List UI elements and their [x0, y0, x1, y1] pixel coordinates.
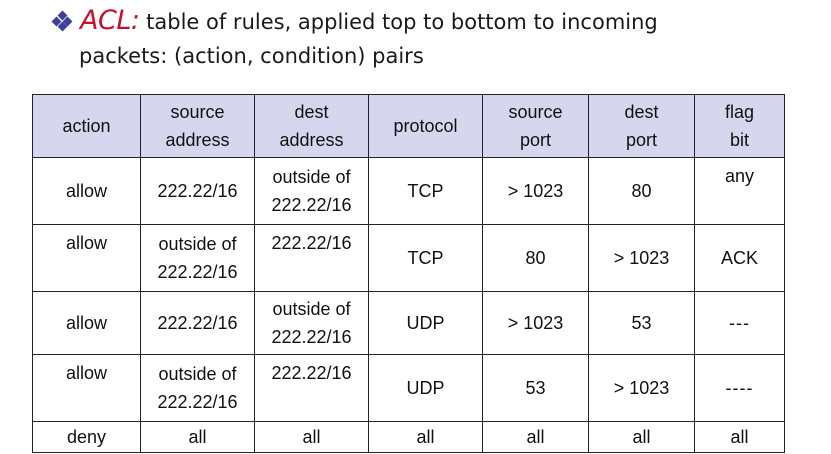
cell-flag-bit: any: [694, 157, 785, 225]
cell-action: allow: [32, 224, 141, 292]
cell-dest-port: > 1023: [588, 224, 695, 292]
cell-source-address: outside of 222.22/16: [140, 354, 255, 422]
cell-flag-bit: all: [694, 421, 785, 453]
cell-source-address: all: [140, 421, 255, 453]
cell-dest-address: 222.22/16: [254, 354, 369, 422]
cell-source-address: 222.22/16: [140, 291, 255, 355]
cell-protocol: all: [368, 421, 483, 453]
intro-line-1: table of rules, applied top to bottom to…: [146, 10, 658, 34]
cell-flag-bit: ---: [694, 291, 785, 355]
cell-dest-port: > 1023: [588, 354, 695, 422]
table-row: allow outside of 222.22/16 222.22/16 UDP…: [32, 354, 785, 422]
cell-protocol: UDP: [368, 291, 483, 355]
table-row: allow outside of 222.22/16 222.22/16 TCP…: [32, 224, 785, 292]
cell-action: allow: [32, 157, 141, 225]
header-source-port: source port: [482, 94, 589, 158]
acl-term: ACL:: [80, 5, 140, 36]
cell-action: deny: [32, 421, 141, 453]
header-dest-address: dest address: [254, 94, 369, 158]
cell-protocol: TCP: [368, 157, 483, 225]
cell-flag-bit: ACK: [694, 224, 785, 292]
header-action: action: [32, 94, 141, 158]
acl-table: action source address dest address proto…: [32, 94, 785, 453]
cell-source-port: all: [482, 421, 589, 453]
cell-dest-port: 53: [588, 291, 695, 355]
header-source-address: source address: [140, 94, 255, 158]
cell-protocol: UDP: [368, 354, 483, 422]
cell-dest-port: 80: [588, 157, 695, 225]
cell-dest-address: all: [254, 421, 369, 453]
intro-line-2: packets: (action, condition) pairs: [79, 44, 424, 68]
table-row: deny all all all all all all: [32, 421, 785, 453]
diamond-bullet-icon: [51, 10, 73, 32]
header-protocol: protocol: [368, 94, 483, 158]
cell-source-port: > 1023: [482, 157, 589, 225]
header-row: action source address dest address proto…: [32, 94, 785, 158]
cell-source-port: > 1023: [482, 291, 589, 355]
cell-dest-port: all: [588, 421, 695, 453]
cell-source-port: 80: [482, 224, 589, 292]
header-dest-port: dest port: [588, 94, 695, 158]
cell-source-port: 53: [482, 354, 589, 422]
cell-protocol: TCP: [368, 224, 483, 292]
cell-flag-bit: ----: [694, 354, 785, 422]
cell-dest-address: outside of 222.22/16: [254, 291, 369, 355]
cell-source-address: outside of 222.22/16: [140, 224, 255, 292]
table-row: allow 222.22/16 outside of 222.22/16 TCP…: [32, 157, 785, 225]
cell-action: allow: [32, 291, 141, 355]
cell-action: allow: [32, 354, 141, 422]
intro-text: ACL: table of rules, applied top to bott…: [51, 4, 812, 73]
table-row: allow 222.22/16 outside of 222.22/16 UDP…: [32, 291, 785, 355]
header-flag-bit: flag bit: [694, 94, 785, 158]
cell-dest-address: outside of 222.22/16: [254, 157, 369, 225]
cell-dest-address: 222.22/16: [254, 224, 369, 292]
cell-source-address: 222.22/16: [140, 157, 255, 225]
